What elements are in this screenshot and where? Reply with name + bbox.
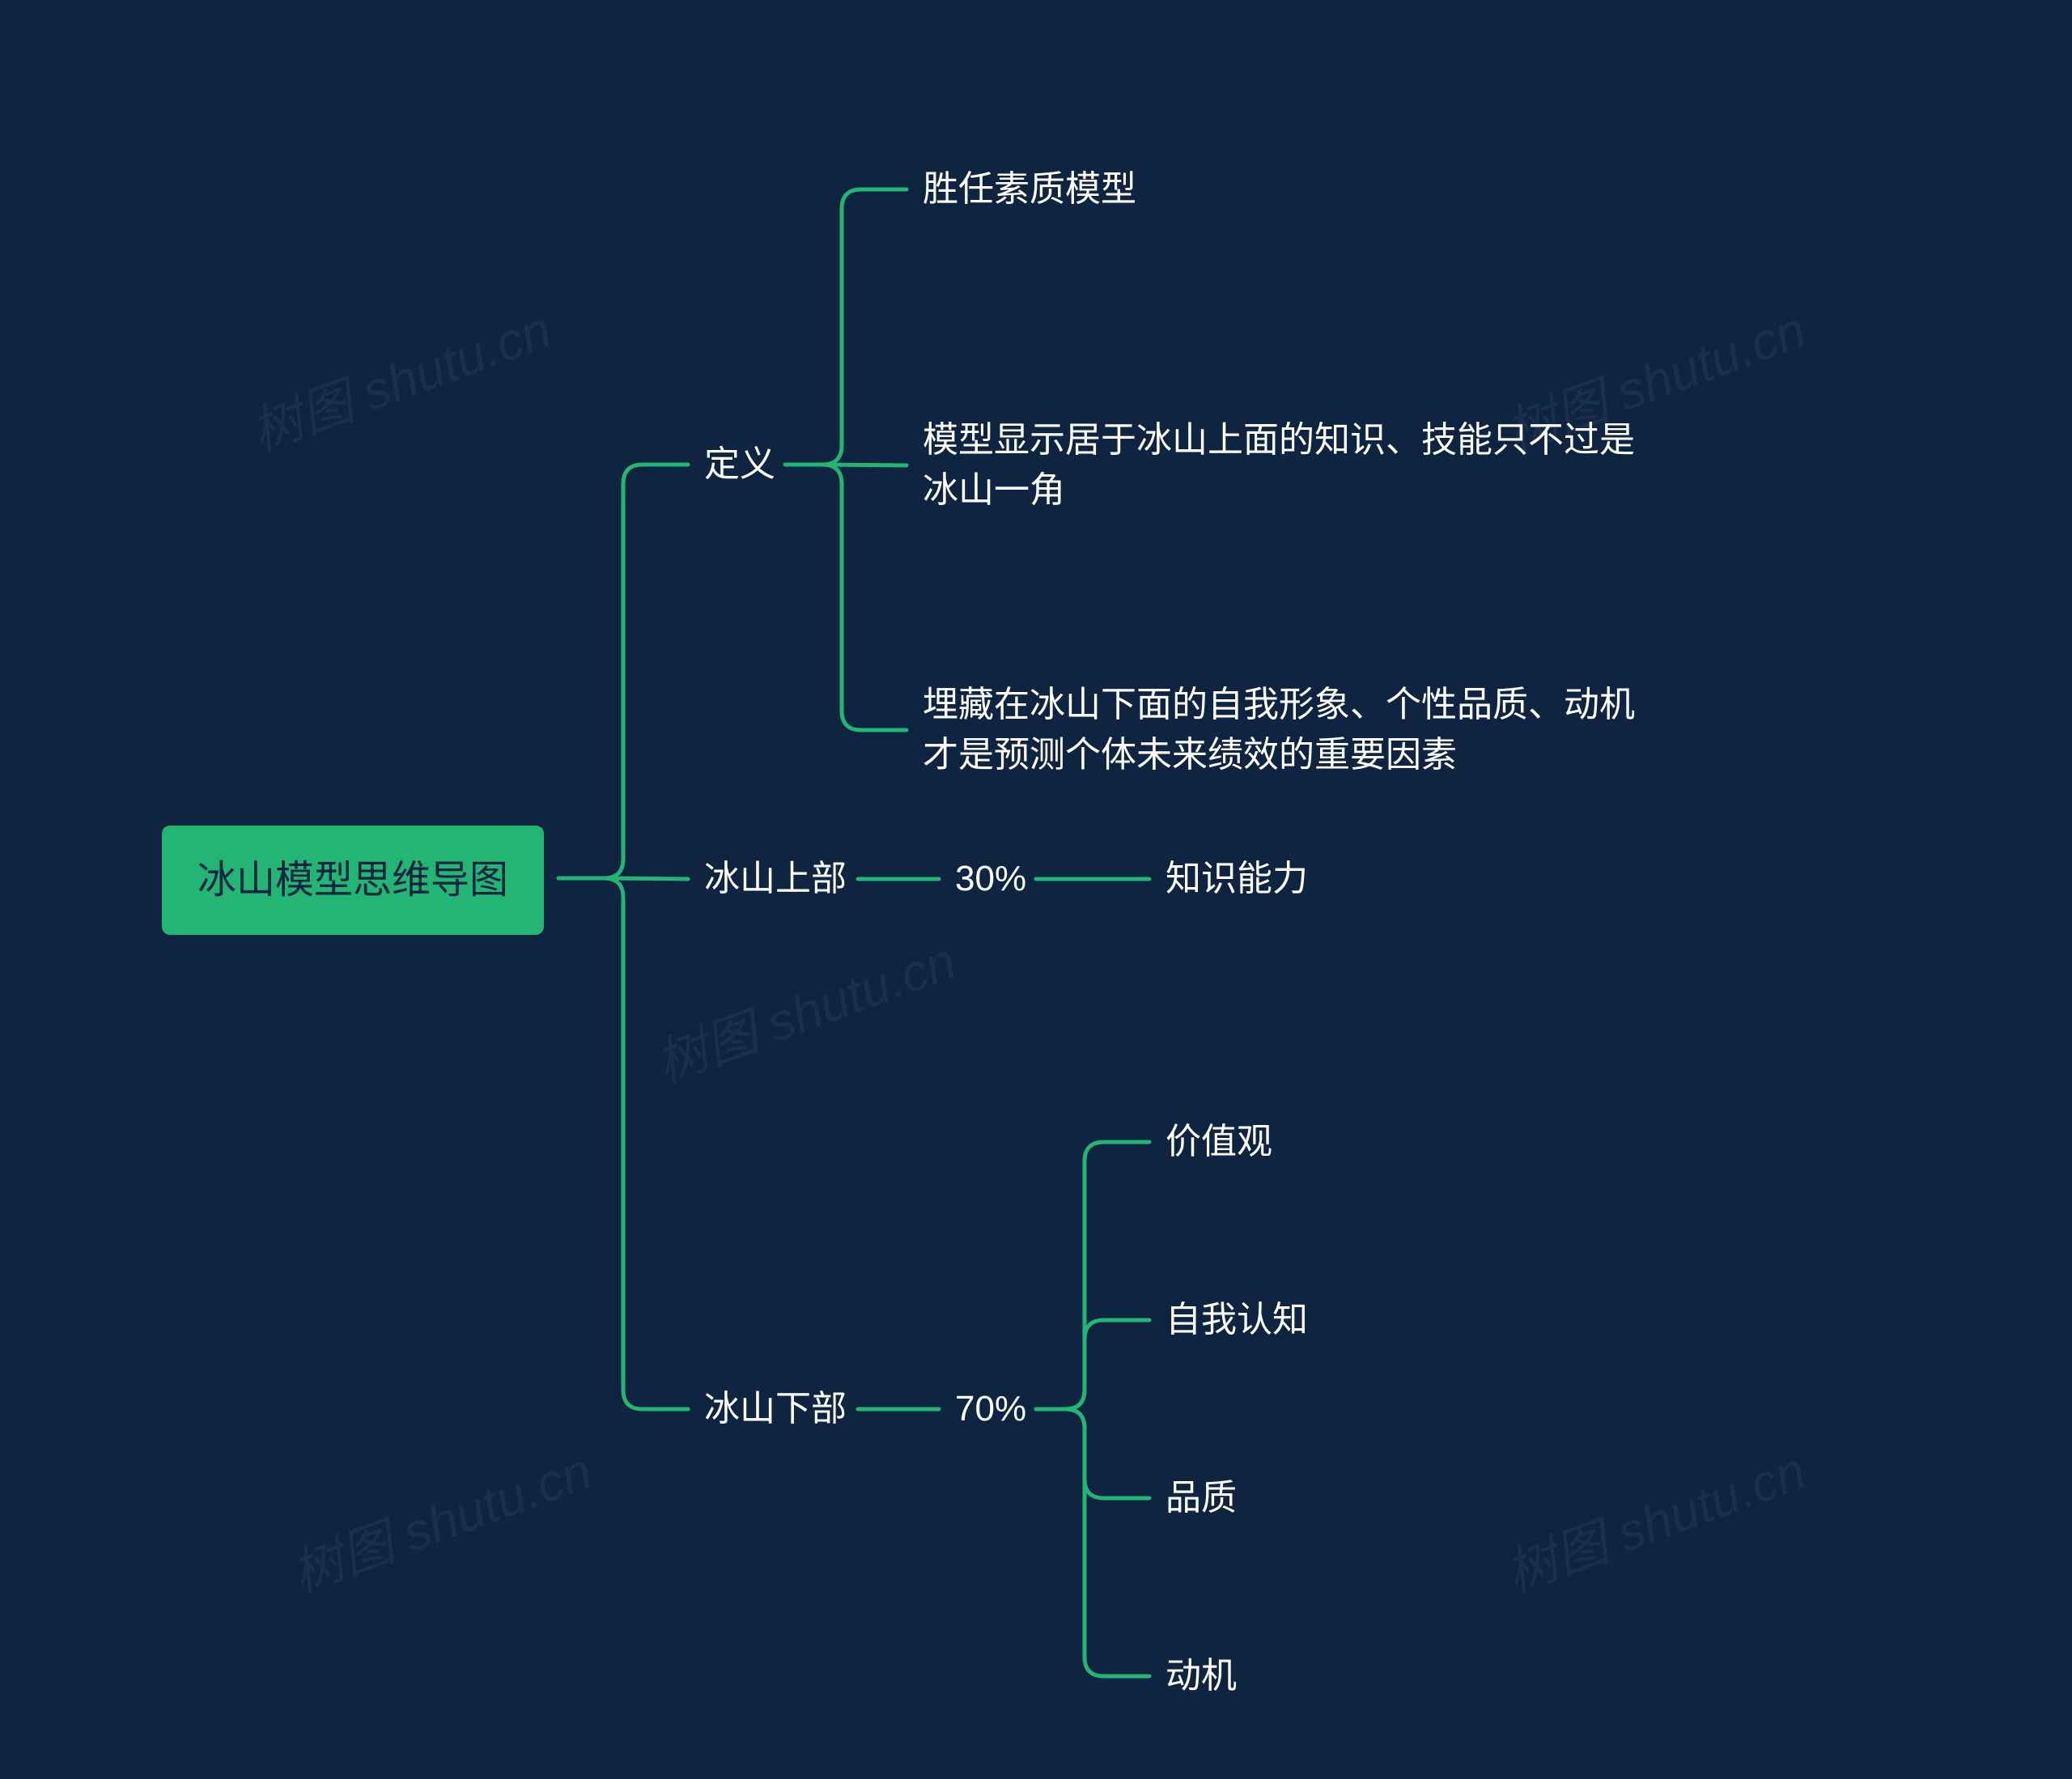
node-30pct[interactable]: 30% xyxy=(955,854,1026,904)
node-70pct[interactable]: 70% xyxy=(955,1384,1026,1434)
leaf-node[interactable]: 动机 xyxy=(1166,1651,1237,1701)
root-node[interactable]: 冰山模型思维导图 xyxy=(162,826,544,935)
leaf-node[interactable]: 自我认知 xyxy=(1166,1295,1308,1345)
leaf-node[interactable]: 模型显示居于冰山上面的知识、技能只不过是 冰山一角 xyxy=(923,415,1700,515)
leaf-node[interactable]: 品质 xyxy=(1166,1473,1237,1523)
leaf-node[interactable]: 价值观 xyxy=(1166,1117,1272,1167)
leaf-node[interactable]: 埋藏在冰山下面的自我形象、个性品质、动机 才是预测个体未来绩效的重要因素 xyxy=(923,680,1700,779)
leaf-node[interactable]: 知识能力 xyxy=(1166,854,1308,904)
branch-upper[interactable]: 冰山上部 xyxy=(704,854,847,904)
branch-definition[interactable]: 定义 xyxy=(704,439,775,490)
leaf-node[interactable]: 胜任素质模型 xyxy=(923,164,1136,214)
branch-lower[interactable]: 冰山下部 xyxy=(704,1384,847,1434)
